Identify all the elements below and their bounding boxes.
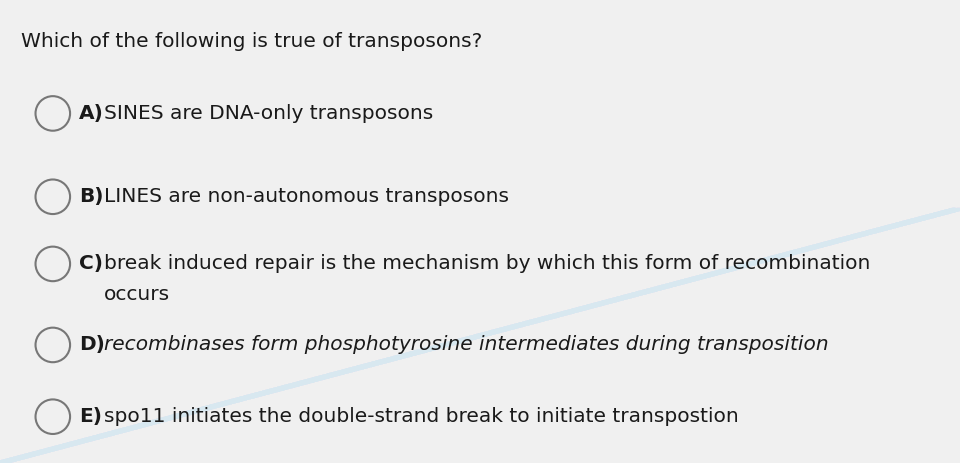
Text: recombinases form phosphotyrosine intermediates during transposition: recombinases form phosphotyrosine interm…	[104, 335, 828, 355]
Text: E): E)	[79, 407, 102, 426]
Text: D): D)	[79, 335, 105, 355]
Text: Which of the following is true of transposons?: Which of the following is true of transp…	[21, 32, 482, 51]
Text: occurs: occurs	[104, 284, 170, 304]
Text: break induced repair is the mechanism by which this form of recombination: break induced repair is the mechanism by…	[104, 254, 870, 274]
Text: A): A)	[79, 104, 104, 123]
Text: spo11 initiates the double-strand break to initiate transpostion: spo11 initiates the double-strand break …	[104, 407, 738, 426]
Text: B): B)	[79, 187, 104, 206]
Text: SINES are DNA-only transposons: SINES are DNA-only transposons	[104, 104, 433, 123]
Text: LINES are non-autonomous transposons: LINES are non-autonomous transposons	[104, 187, 509, 206]
Text: C): C)	[79, 254, 103, 274]
